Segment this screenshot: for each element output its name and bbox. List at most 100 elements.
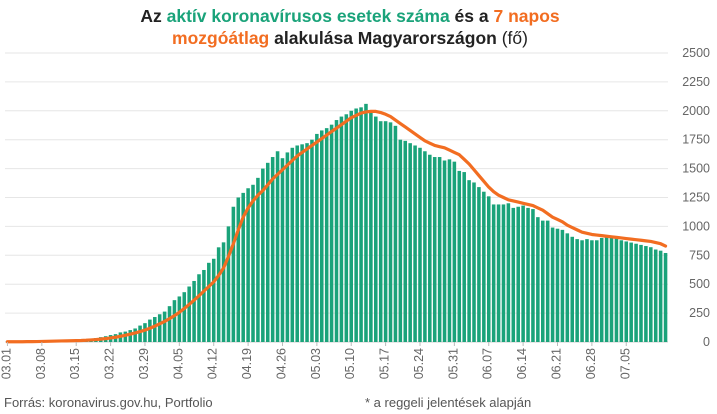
bar: [531, 209, 535, 342]
bar: [339, 116, 344, 342]
bar: [580, 240, 584, 342]
bar: [310, 139, 314, 342]
bar: [614, 236, 619, 342]
bar: [496, 204, 501, 342]
bar: [590, 240, 594, 342]
bar: [501, 204, 506, 342]
bar: [133, 328, 137, 342]
bar: [653, 249, 658, 342]
bar: [295, 145, 299, 342]
bar: [644, 246, 648, 342]
bar: [555, 228, 560, 342]
bar: [275, 151, 280, 342]
x-tick-label: 04.19: [240, 348, 254, 379]
bar: [162, 311, 167, 342]
bar: [241, 192, 245, 342]
bar: [236, 197, 241, 342]
bar: [585, 239, 589, 342]
bar: [128, 330, 133, 342]
x-tick-label: 05.24: [412, 348, 426, 379]
bar: [506, 203, 511, 342]
bar: [462, 172, 466, 342]
bar: [359, 107, 363, 342]
chart-title-line-2: mozgóátlag alakulása Magyarországon (fő): [0, 27, 700, 49]
y-tick-label: 1500: [682, 162, 710, 176]
bar: [305, 143, 309, 342]
bar: [663, 252, 668, 342]
bar: [658, 250, 663, 342]
bar-series: [5, 103, 668, 343]
bar: [251, 184, 255, 342]
bar: [432, 157, 437, 342]
bar: [187, 286, 191, 342]
moving-average-line: [5, 109, 668, 344]
title-segment: alakulása Magyarországon: [269, 28, 497, 48]
bar: [393, 125, 398, 342]
bar: [619, 240, 624, 342]
bar: [418, 147, 422, 342]
x-tick-label: 06.28: [584, 348, 598, 379]
title-segment: mozgóátlag: [172, 28, 270, 48]
source-note: Forrás: koronavirus.gov.hu, Portfolio: [4, 395, 213, 410]
bar: [324, 128, 329, 342]
x-tick-label: 05.03: [309, 348, 323, 379]
y-tick-label: 250: [689, 306, 710, 320]
bar: [138, 325, 142, 342]
x-axis-ticks: 03.01 03.08 03.15 03.22 03.29 04.05 04.12 04.19…: [0, 342, 632, 379]
title-segment: 7 napos: [493, 6, 560, 26]
bar: [354, 108, 358, 343]
bar: [467, 180, 471, 342]
bar: [334, 120, 339, 342]
bar: [624, 241, 629, 342]
bar: [639, 244, 643, 342]
bar: [216, 247, 221, 342]
y-tick-label: 1250: [682, 191, 710, 205]
bar: [226, 226, 231, 342]
bar: [486, 196, 491, 342]
bar: [442, 160, 447, 342]
bar: [437, 157, 442, 342]
y-tick-label: 2000: [682, 104, 710, 118]
bar: [246, 188, 250, 342]
bar: [300, 144, 304, 342]
bar: [599, 237, 604, 342]
bar: [143, 323, 147, 342]
bar: [369, 111, 373, 343]
y-tick-label: 2250: [682, 75, 710, 89]
bar: [182, 292, 187, 342]
x-tick-label: 03.08: [34, 348, 48, 379]
bar: [472, 182, 476, 342]
bar: [177, 296, 182, 342]
bar: [207, 262, 211, 342]
bar: [452, 161, 457, 342]
bar: [261, 168, 265, 342]
bar: [290, 147, 295, 342]
bar: [280, 158, 285, 342]
bar: [511, 207, 516, 342]
bar: [388, 122, 393, 342]
bar: [202, 269, 206, 342]
bar: [398, 139, 403, 342]
title-segment: (fő): [496, 28, 528, 48]
bar: [609, 236, 614, 342]
bar: [491, 204, 496, 342]
bar: [634, 243, 638, 342]
bar: [595, 240, 599, 342]
bar: [408, 143, 412, 342]
y-tick-label: 500: [689, 277, 710, 291]
bar: [315, 133, 319, 342]
bar: [575, 239, 579, 342]
bar: [457, 170, 462, 342]
title-segment: és a: [449, 6, 494, 26]
x-tick-label: 06.14: [515, 348, 529, 379]
bar: [482, 191, 486, 342]
bar: [167, 306, 172, 342]
bar: [344, 114, 349, 343]
bar: [211, 258, 216, 342]
bar: [320, 130, 324, 342]
bar: [447, 159, 452, 342]
bar: [545, 220, 550, 342]
x-tick-label: 03.22: [103, 348, 117, 379]
x-tick-label: 04.05: [171, 348, 185, 379]
